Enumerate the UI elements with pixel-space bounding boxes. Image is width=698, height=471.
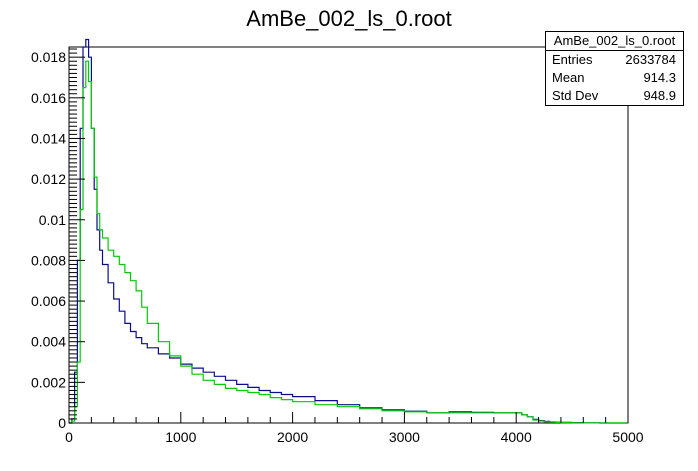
stats-box: AmBe_002_ls_0.root Entries 2633784 Mean … <box>545 31 684 106</box>
stats-entries-label: Entries <box>552 52 593 67</box>
y-tick-label: 0.016 <box>31 90 66 106</box>
x-tick-label: 0 <box>65 429 73 445</box>
y-tick-label: 0.002 <box>31 374 66 390</box>
y-tick-label: 0.012 <box>31 171 66 187</box>
stats-mean-value: 914.3 <box>643 70 676 85</box>
stats-mean-label: Mean <box>552 70 585 85</box>
stats-stddev-row: Std Dev 948.9 <box>546 87 683 105</box>
stats-entries-value: 2633784 <box>625 52 676 67</box>
y-tick-label: 0.01 <box>39 212 66 228</box>
y-tick-label: 0.014 <box>31 130 66 146</box>
plot-frame <box>68 46 629 424</box>
x-tick-label: 2000 <box>277 429 308 445</box>
chart-title: AmBe_002_ls_0.root <box>246 6 452 31</box>
x-tick-label: 1000 <box>165 429 196 445</box>
x-tick-label: 4000 <box>501 429 532 445</box>
stats-stddev-value: 948.9 <box>643 88 676 103</box>
stats-entries-row: Entries 2633784 <box>546 51 683 69</box>
stats-mean-row: Mean 914.3 <box>546 69 683 87</box>
stats-box-title: AmBe_002_ls_0.root <box>546 32 683 51</box>
y-tick-label: 0.008 <box>31 252 66 268</box>
y-tick-label: 0.018 <box>31 49 66 65</box>
y-tick-label: 0.004 <box>31 334 66 350</box>
stats-stddev-label: Std Dev <box>552 88 599 103</box>
y-tick-label: 0.006 <box>31 293 66 309</box>
x-tick-label: 5000 <box>612 429 643 445</box>
x-tick-label: 3000 <box>389 429 420 445</box>
y-tick-label: 0 <box>58 415 66 431</box>
